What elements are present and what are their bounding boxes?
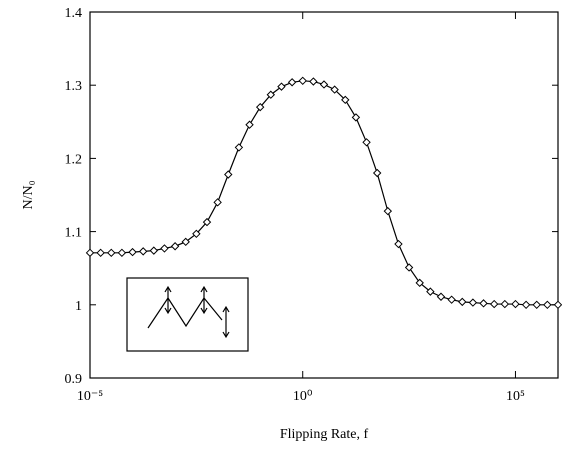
data-marker <box>319 80 329 89</box>
data-marker <box>362 138 371 147</box>
data-marker <box>500 299 510 309</box>
x-tick-label: 10⁻⁵ <box>77 389 103 404</box>
data-marker <box>383 206 393 216</box>
data-marker <box>468 298 478 307</box>
data-marker <box>138 247 148 256</box>
data-marker <box>404 263 414 272</box>
y-tick-label: 0.9 <box>65 372 83 387</box>
data-marker <box>489 299 499 309</box>
data-marker <box>447 295 456 304</box>
data-line <box>90 80 558 306</box>
y-tick-label: 1.4 <box>65 6 83 21</box>
data-marker <box>202 217 212 227</box>
data-marker <box>553 300 562 310</box>
y-tick-label: 1 <box>75 299 82 314</box>
data-marker <box>224 170 233 179</box>
data-marker <box>277 82 286 91</box>
data-marker <box>255 102 265 112</box>
x-tick-label: 10⁰ <box>293 389 313 404</box>
y-tick-label: 1.2 <box>65 152 83 167</box>
data-marker <box>117 248 127 258</box>
data-marker <box>287 78 297 87</box>
data-marker <box>170 242 180 251</box>
data-marker <box>372 168 382 178</box>
data-marker <box>479 299 488 308</box>
data-marker <box>436 292 446 301</box>
data-marker <box>107 248 116 258</box>
data-marker <box>330 85 339 94</box>
data-marker <box>192 229 201 239</box>
data-marker <box>245 120 254 129</box>
data-marker <box>128 247 137 257</box>
y-axis-label: N/N₀ <box>21 180 36 209</box>
x-tick-label: 10⁵ <box>506 389 525 404</box>
data-marker <box>341 95 350 105</box>
data-marker <box>213 198 222 207</box>
data-marker <box>394 239 403 249</box>
data-marker <box>458 297 467 307</box>
plot-frame <box>89 11 559 379</box>
data-marker <box>532 300 541 310</box>
data-marker <box>521 300 531 310</box>
data-marker <box>298 76 307 86</box>
x-axis-label: Flipping Rate, f <box>280 427 369 442</box>
data-marker <box>415 278 424 288</box>
data-marker <box>181 237 190 247</box>
data-marker <box>309 77 318 86</box>
data-marker <box>351 113 361 122</box>
data-marker <box>426 287 435 296</box>
data-marker <box>149 246 159 255</box>
y-tick-label: 1.1 <box>65 226 83 241</box>
data-marker <box>511 299 520 309</box>
data-marker <box>543 300 552 310</box>
data-marker <box>85 248 95 258</box>
data-marker <box>96 248 105 258</box>
y-tick-label: 1.3 <box>65 79 83 94</box>
data-marker <box>266 90 276 99</box>
inset-diagram <box>126 277 249 352</box>
data-marker <box>234 143 244 152</box>
data-marker <box>160 244 169 253</box>
